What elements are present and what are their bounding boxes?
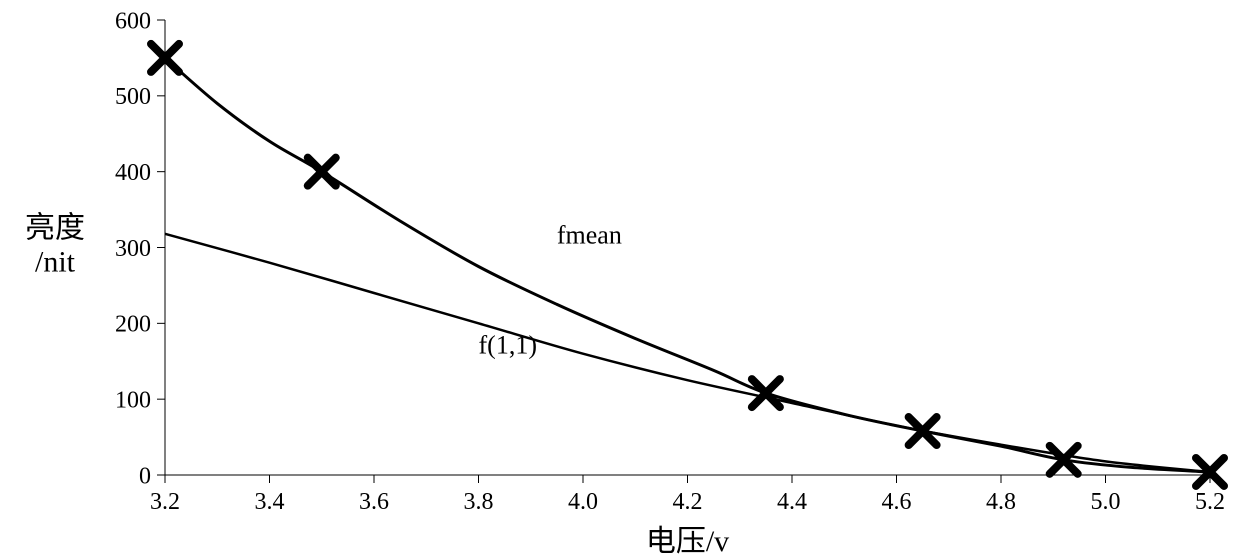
- y-tick-label: 0: [139, 463, 151, 489]
- x-tick-label: 3.8: [464, 489, 494, 515]
- y-tick-label: 500: [115, 84, 151, 110]
- series-label-f11: f(1,1): [479, 331, 537, 360]
- y-tick-label: 400: [115, 160, 151, 186]
- x-tick-label: 5.2: [1195, 489, 1225, 515]
- marker-x-icon: [909, 417, 937, 445]
- x-tick-label: 3.6: [359, 489, 389, 515]
- y-axis-title: /nit: [35, 246, 76, 279]
- x-tick-label: 4.4: [777, 489, 807, 515]
- x-tick-label: 4.6: [882, 489, 912, 515]
- x-tick-label: 4.8: [986, 489, 1016, 515]
- x-tick-label: 4.2: [673, 489, 703, 515]
- series-line-fmean: [165, 58, 1210, 472]
- y-tick-label: 300: [115, 236, 151, 262]
- x-axis-title: 电压/v: [646, 525, 729, 558]
- series-line-f11: [165, 234, 1210, 472]
- x-tick-label: 3.4: [255, 489, 285, 515]
- marker-x-icon: [308, 158, 336, 186]
- y-tick-label: 100: [115, 388, 151, 414]
- brightness-voltage-chart: 3.2 3.4 3.6 3.8 4.0 4.2 4.4 4.6 4.8 5.0 5.2 0 100 200…: [0, 0, 1240, 560]
- x-tick-label: 4.0: [568, 489, 598, 515]
- marker-x-icon: [752, 379, 780, 407]
- x-tick-label: 3.2: [150, 489, 180, 515]
- y-tick-label: 200: [115, 312, 151, 338]
- series-label-fmean: fmean: [557, 221, 622, 250]
- x-tick-label: 5.0: [1091, 489, 1121, 515]
- y-tick-label: 600: [115, 8, 151, 34]
- chart-svg: 3.2 3.4 3.6 3.8 4.0 4.2 4.4 4.6 4.8 5.0 5.2 0 100 200…: [0, 0, 1240, 560]
- y-axis-title: 亮度: [25, 212, 85, 245]
